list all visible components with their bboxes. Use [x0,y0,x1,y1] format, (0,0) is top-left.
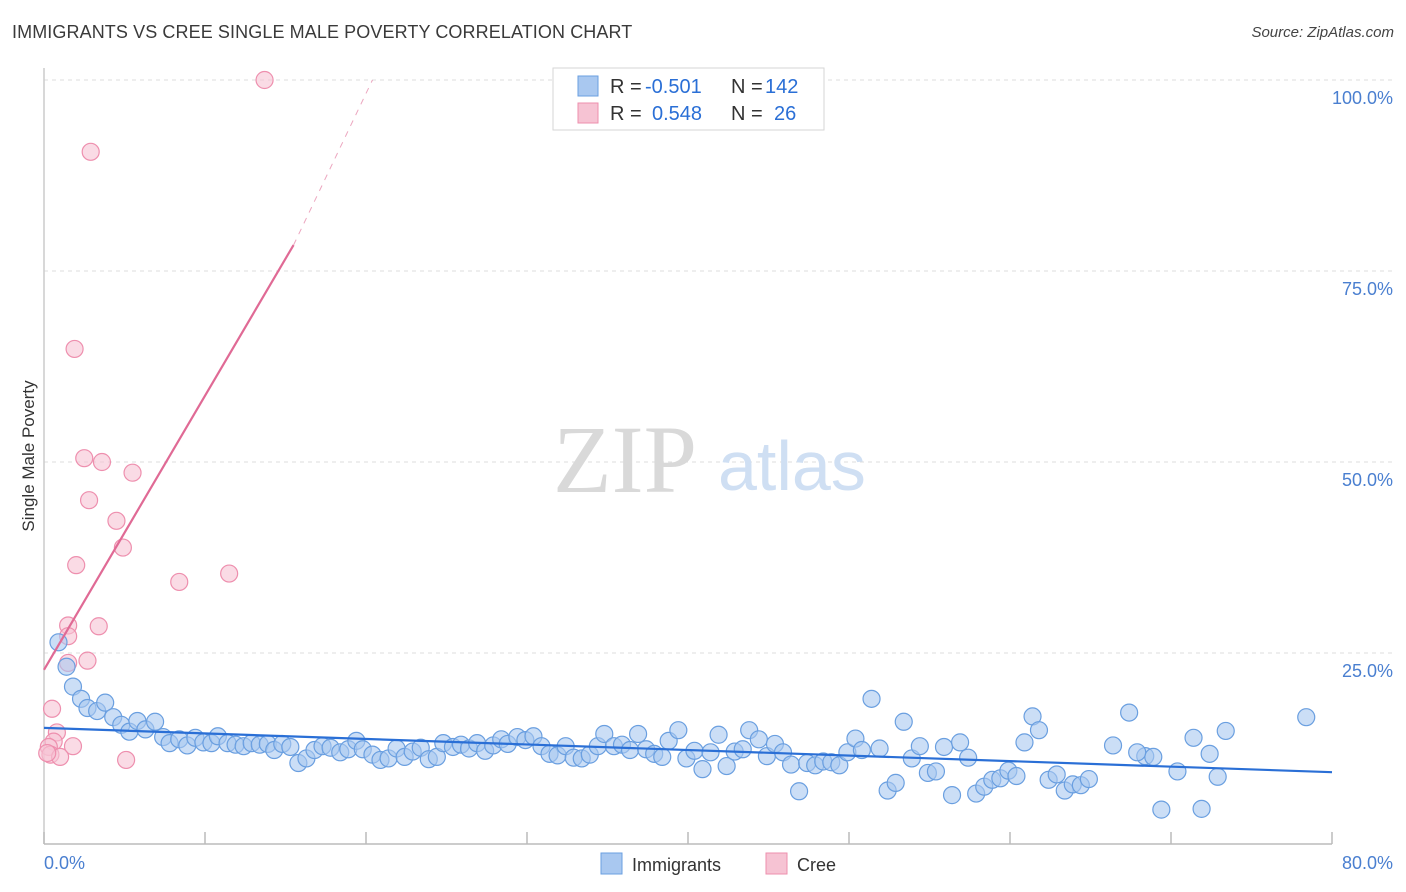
watermark-zip: ZIP [553,406,697,513]
immigrants-point [749,730,768,749]
cree-point [79,491,99,510]
immigrants-point [145,712,165,731]
gridlines [44,79,1394,654]
cree-point [220,564,239,583]
legend-cree-label: Cree [797,855,836,875]
immigrants-point [950,733,970,752]
immigrants-point [926,762,946,781]
cree-trend-extension [293,79,373,246]
immigrants-point [1007,766,1026,786]
immigrants-point [701,743,720,762]
immigrants-point [830,756,849,775]
immigrants-trend-line [43,726,1333,774]
stats-legend: R = -0.501 N = 142 R = 0.548 N = 26 [552,67,825,131]
immigrants-point [709,725,728,744]
cree-point [78,651,97,670]
immigrants-point [852,740,871,760]
immigrants-point [1144,747,1163,767]
immigrants-point [910,737,929,756]
immigrants-r-label: R = [610,76,642,98]
immigrants-n-label: N = [731,76,763,98]
immigrants-point [1297,708,1316,727]
cree-swatch [577,102,599,124]
immigrants-point [1152,800,1171,819]
y-axis-title: Single Male Poverty [19,380,38,532]
immigrants-point [1015,733,1034,752]
x-axis-ticks [43,832,1333,844]
chart-title: IMMIGRANTS VS CREE SINGLE MALE POVERTY C… [12,22,633,42]
cree-point [255,70,274,90]
immigrants-point [942,786,962,805]
cree-point [42,699,62,718]
immigrants-point [733,740,752,759]
immigrants-point [1208,767,1227,786]
immigrants-point [1168,762,1187,781]
cree-point [38,743,57,763]
y-tick-label-75: 75.0% [1342,279,1393,299]
immigrants-point [781,755,801,774]
cree-r-label: R = [610,103,642,125]
y-tick-label-100: 100.0% [1332,88,1393,108]
immigrants-point [1184,728,1203,747]
cree-point [75,449,94,468]
cree-point [107,511,126,530]
immigrants-point [628,724,648,744]
cree-point [81,142,100,161]
immigrants-point [717,756,736,776]
legend-cree-swatch [765,852,788,875]
y-tick-label-25: 25.0% [1342,661,1393,681]
immigrants-point [959,748,978,767]
source-credit: Source: ZipAtlas.com [1251,24,1394,41]
immigrants-point [1120,703,1139,722]
immigrants-point [57,657,76,676]
immigrants-point [862,689,881,708]
cree-point [117,750,136,770]
immigrants-r-value: -0.501 [645,76,702,98]
immigrants-point [595,724,614,744]
cree-trend-line [43,244,295,671]
immigrants-point [1079,769,1098,789]
immigrants-point [870,739,889,758]
cree-point [65,339,84,359]
trend-lines [43,79,1333,774]
immigrants-point [653,747,672,767]
immigrants-swatch [577,75,599,97]
cree-r-value: 0.548 [652,103,702,125]
immigrants-point [669,721,688,740]
immigrants-point [886,773,905,792]
cree-point [92,452,112,472]
immigrants-point [1192,799,1211,818]
series-legend: Immigrants Cree [600,852,836,875]
immigrants-point [1047,765,1066,784]
immigrants-point [281,737,300,757]
immigrants-n-value: 142 [765,76,798,98]
y-tick-label-50: 50.0% [1342,470,1393,490]
immigrants-point [1216,721,1235,741]
x-tick-label-0: 0.0% [44,853,85,873]
watermark-atlas: atlas [718,427,866,505]
immigrants-point [1128,743,1147,762]
immigrants-point [693,760,712,779]
cree-point [63,737,83,756]
cree-point [67,556,86,575]
immigrants-point [96,693,115,712]
immigrants-point [1200,744,1219,763]
immigrants-point [789,782,809,801]
cree-point [123,463,142,482]
immigrants-points [49,633,1316,819]
cree-n-label: N = [731,103,763,125]
legend-immigrants-label: Immigrants [632,855,721,875]
immigrants-point [934,737,954,757]
immigrants-point [1103,736,1123,755]
cree-point [89,617,108,636]
legend-immigrants-swatch [600,852,623,875]
x-tick-label-80: 80.0% [1342,853,1393,873]
immigrants-point [894,712,913,731]
cree-point [170,572,189,592]
cree-n-value: 26 [774,103,796,125]
immigrants-point [1029,721,1049,740]
immigrants-point [620,740,640,760]
